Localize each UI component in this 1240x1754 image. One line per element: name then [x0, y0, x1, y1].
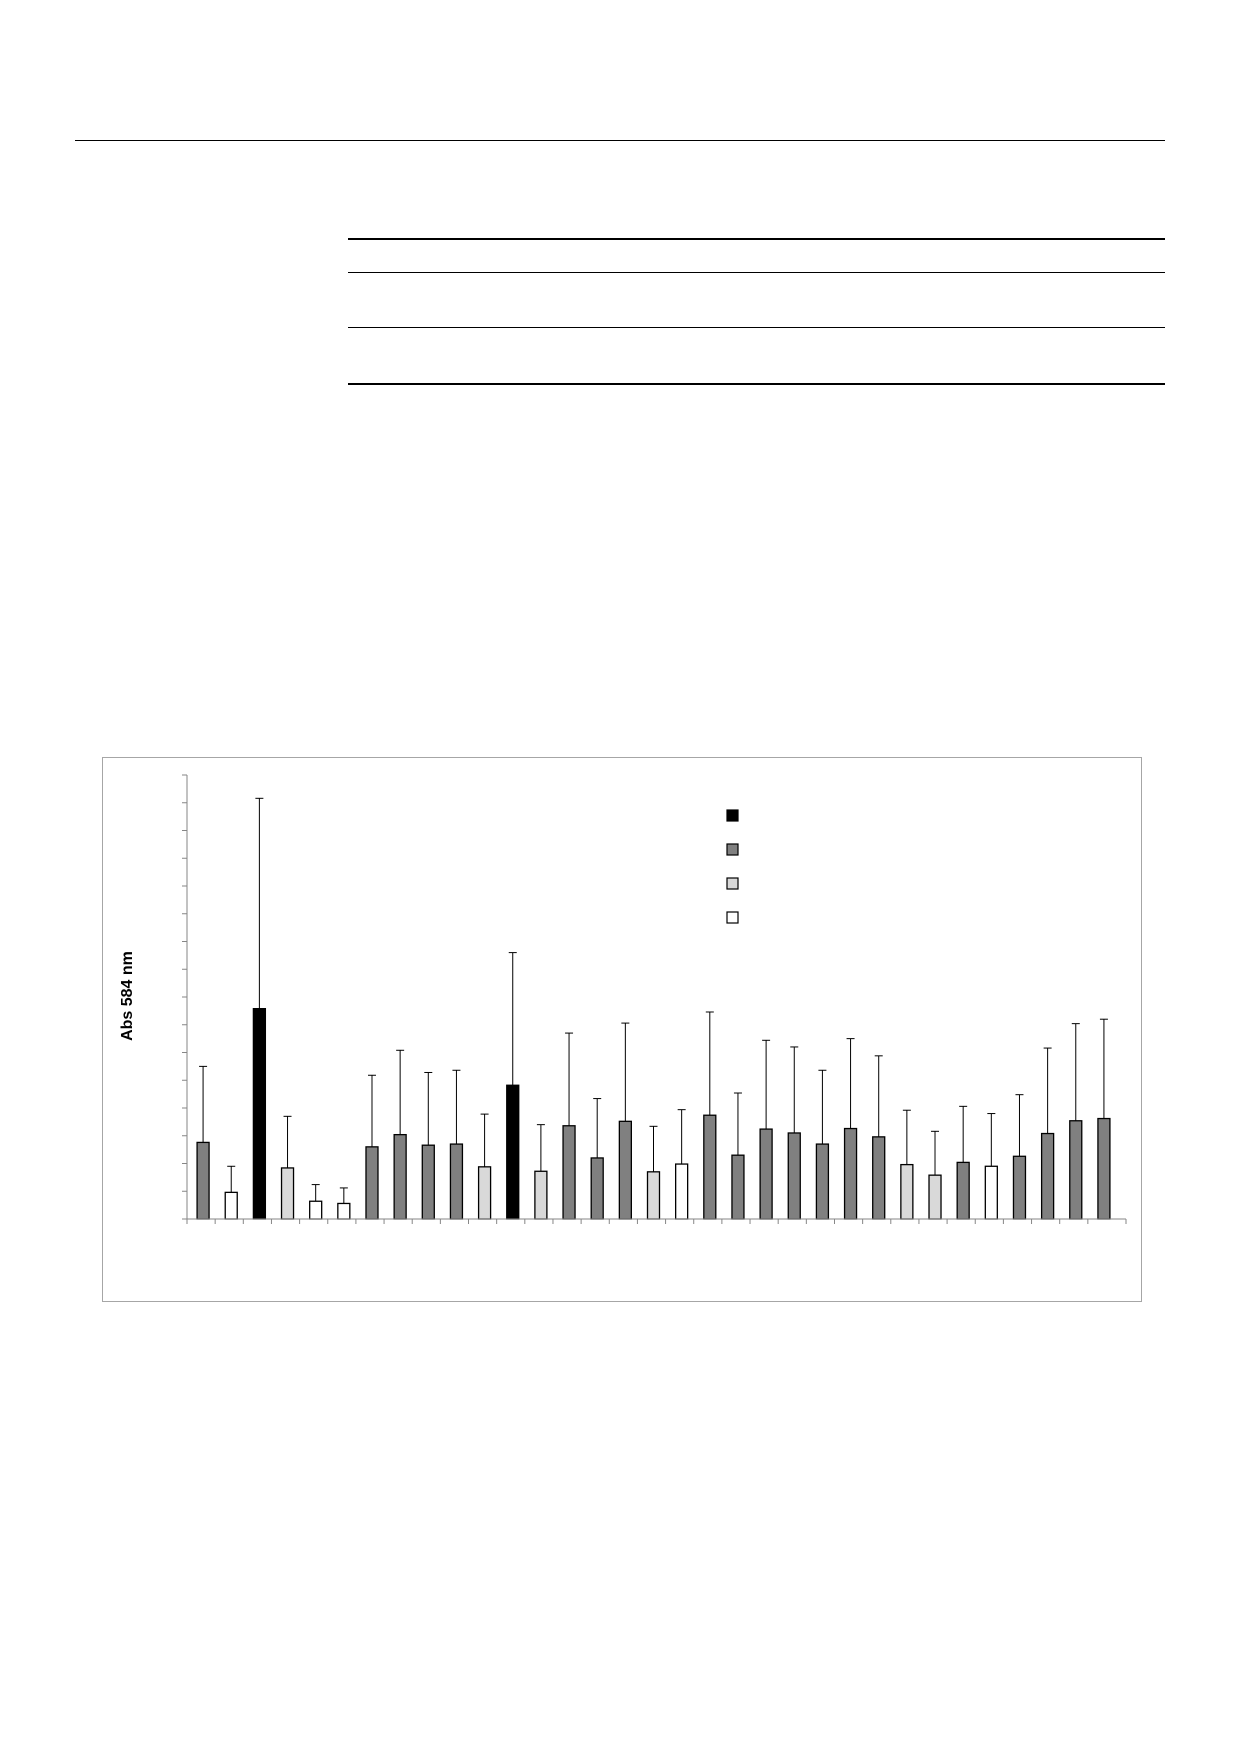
bar [900, 1163, 914, 1220]
bar-chart: Abs 584 nm [119, 774, 1127, 1224]
error-bars [199, 797, 1108, 1204]
table-header-rule [348, 272, 1165, 273]
bar [759, 1128, 773, 1220]
legend [726, 809, 739, 924]
legend-swatch [726, 809, 739, 822]
bar [280, 1167, 295, 1220]
bar [618, 1120, 632, 1220]
legend-swatch [726, 877, 739, 890]
table-bottom-rule [348, 383, 1165, 385]
figure-frame: Abs 584 nm [102, 757, 1142, 1302]
bar [365, 1146, 379, 1220]
bar [675, 1163, 689, 1220]
header-rule [75, 140, 1165, 141]
bar [731, 1154, 745, 1220]
bar [984, 1165, 998, 1220]
bar [449, 1143, 464, 1220]
bar [224, 1191, 238, 1220]
bar [1097, 1117, 1111, 1220]
y-axis-ticks [182, 774, 187, 1220]
axes [186, 775, 1127, 1224]
bar [815, 1143, 830, 1220]
bar [421, 1144, 435, 1220]
legend-swatch [726, 911, 739, 924]
bars [196, 1008, 1111, 1220]
legend-swatch [726, 843, 739, 856]
bar [196, 1141, 210, 1220]
bar [393, 1133, 407, 1220]
bar [1069, 1120, 1083, 1220]
table-top-rule [348, 238, 1165, 240]
bar [703, 1114, 717, 1220]
bar [872, 1136, 886, 1220]
bar [1012, 1155, 1027, 1220]
bar [337, 1202, 351, 1220]
y-axis-label: Abs 584 nm [119, 951, 136, 1041]
bar [590, 1157, 604, 1220]
bar [787, 1132, 801, 1220]
bar [1040, 1132, 1055, 1220]
bar [928, 1174, 942, 1220]
bar [843, 1127, 858, 1220]
bar [252, 1008, 267, 1220]
table-row-rule [348, 327, 1165, 328]
bar [477, 1166, 492, 1220]
bar [534, 1170, 548, 1220]
bar [646, 1171, 661, 1220]
bar [956, 1161, 970, 1220]
bar [562, 1125, 576, 1220]
bar [309, 1200, 323, 1220]
bar [506, 1084, 520, 1220]
